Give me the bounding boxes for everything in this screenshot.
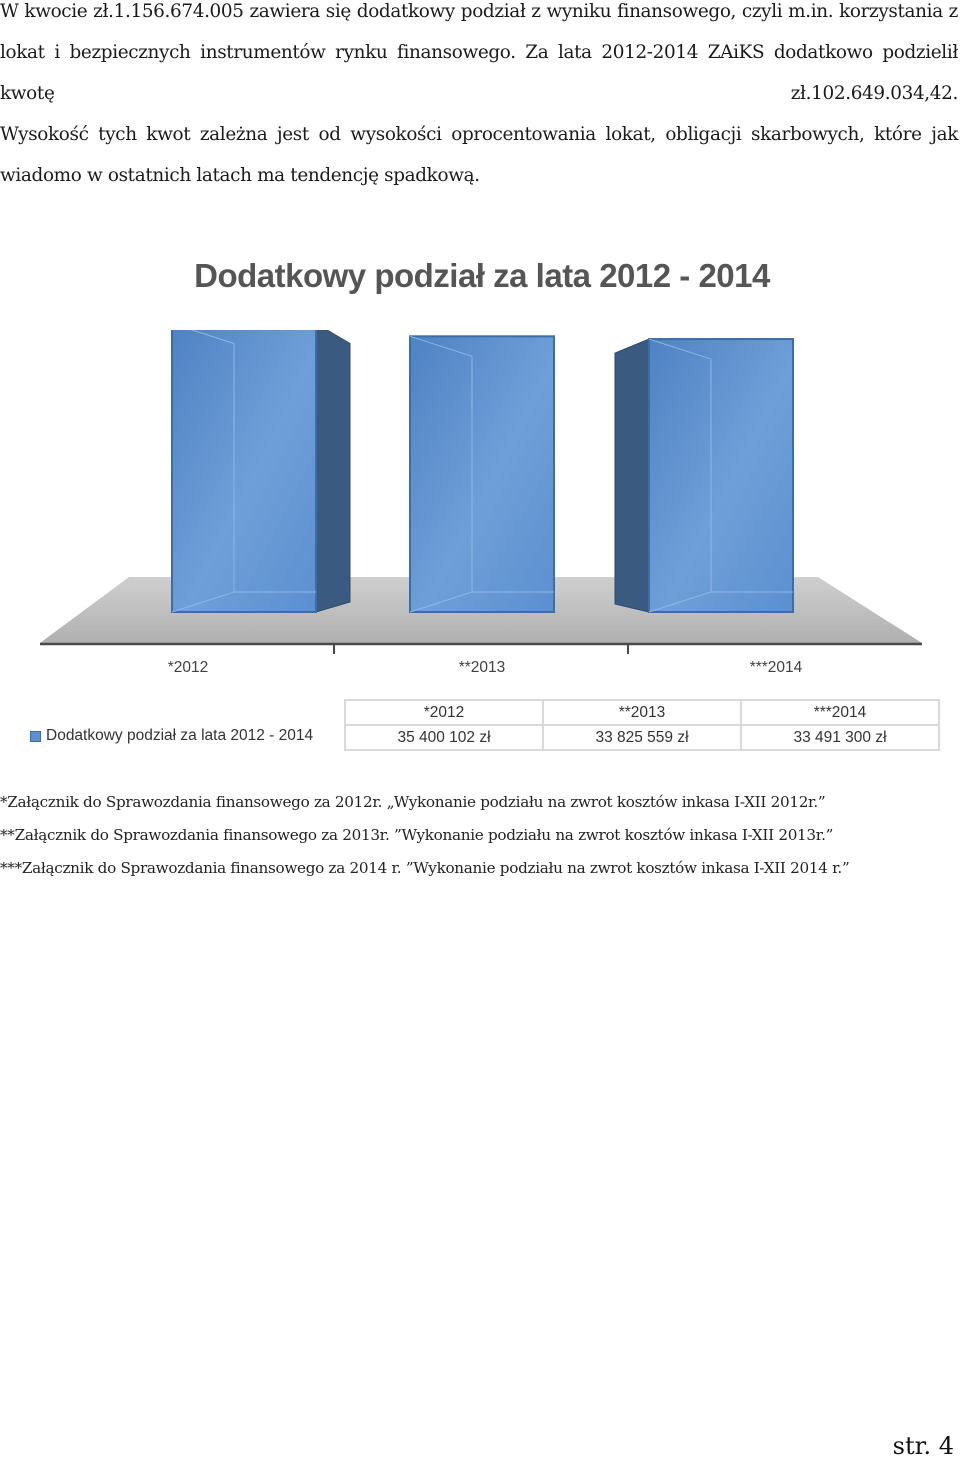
- chart-data-table: *2012 **2013 ***2014 35 400 102 zł 33 82…: [344, 699, 940, 751]
- bar-**2013: [409, 335, 555, 614]
- data-table-header-row: *2012 **2013 ***2014: [344, 699, 940, 726]
- footnote-2014: ***Załącznik do Sprawozdania finansowego…: [0, 859, 850, 877]
- x-axis-ticks: [333, 644, 629, 654]
- chart-title: Dodatkowy podział za lata 2012 - 2014: [194, 257, 770, 294]
- footnote-2013: **Załącznik do Sprawozdania finansowego …: [0, 826, 834, 844]
- x-tick-label: *2012: [168, 659, 209, 676]
- footnote-2012: *Załącznik do Sprawozdania finansowego z…: [0, 793, 826, 811]
- bars-group: [171, 330, 794, 614]
- legend-label: Dodatkowy podział za lata 2012 - 2014: [46, 727, 314, 744]
- bar-*2012: [171, 330, 351, 614]
- data-table-value-cell: 33 491 300 zł: [740, 724, 940, 751]
- x-tick-label: ***2014: [750, 659, 803, 676]
- legend: Dodatkowy podział za lata 2012 - 2014: [30, 727, 313, 745]
- body-paragraph-1: W kwocie zł.1.156.674.005 zawiera się do…: [0, 1, 958, 104]
- bar-inner-edge: [171, 591, 235, 613]
- x-tick-label: **2013: [459, 659, 506, 676]
- bar-front-face: [409, 335, 555, 614]
- bar-front-face: [648, 338, 794, 614]
- data-table-value-cell: 33 825 559 zł: [542, 724, 742, 751]
- bar-inner-edge: [409, 335, 473, 357]
- data-table-header-cell: ***2014: [740, 699, 940, 726]
- bar-inner-edge: [409, 591, 473, 613]
- data-table-value-cell: 35 400 102 zł: [344, 724, 544, 751]
- bar-inner-edge: [648, 591, 712, 613]
- x-tick-labels: *2012 **2013 ***2014: [168, 659, 803, 676]
- data-table-header-cell: **2013: [542, 699, 742, 726]
- legend-swatch: [30, 730, 41, 742]
- bar-inner-edge: [648, 338, 712, 360]
- bar-side-face: [315, 330, 351, 613]
- data-table-value-row: 35 400 102 zł 33 825 559 zł 33 491 300 z…: [344, 724, 940, 751]
- bar-inner-edge: [190, 330, 235, 344]
- page-number: str. 4: [892, 1432, 954, 1460]
- bar-***2014: [614, 338, 794, 614]
- data-table-header-cell: *2012: [344, 699, 544, 726]
- bar-front-face: [171, 330, 317, 614]
- body-paragraph-2: Wysokość tych kwot zależna jest od wysok…: [0, 124, 958, 186]
- bar-side-face: [614, 338, 650, 613]
